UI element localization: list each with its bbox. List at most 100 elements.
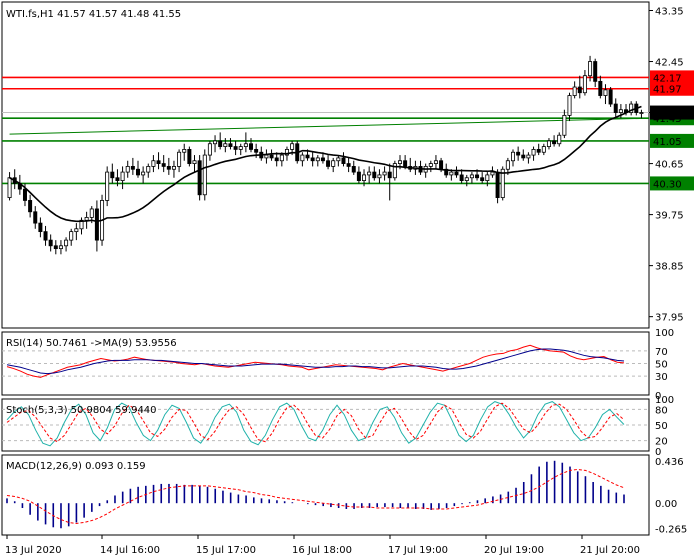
candle-body [516,151,521,156]
candle-body [495,171,500,199]
candle-body [464,177,469,181]
panel-frame-price [1,1,650,329]
candle-body [315,157,320,162]
candle-body [351,166,356,173]
candle-body [207,143,212,156]
rsi-tick-label: 70 [655,347,668,358]
candle-body [459,174,464,181]
candle-body [341,157,346,164]
price-title: WTI.fs,H1 41.57 41.57 41.48 41.55 [6,9,181,20]
x-tick-label: 14 Jul 16:00 [100,545,160,556]
rsi-title: RSI(14) 50.7461 ->MA(9) 53.9556 [6,338,177,349]
candle-body [392,163,397,179]
candle-body [403,160,408,167]
current-price-label: 41.55 [653,109,682,120]
x-tick-label: 16 Jul 18:00 [292,545,352,556]
stoch-tick-label: 50 [655,421,668,432]
candle-body [387,171,392,179]
candle-body [336,157,341,162]
candle-body [531,149,536,156]
stoch-tick-label: 100 [655,395,674,406]
candle-body [613,103,618,113]
candle-body [526,154,531,159]
level-label-box-40.30 [650,176,694,191]
candle-body [105,171,110,201]
candle-body [156,160,161,164]
candle-body [300,154,305,162]
candle-body [505,160,510,170]
candle-body [187,149,192,164]
candle-body [582,75,587,94]
level-label-42.17: 42.17 [653,73,682,84]
candle-body [7,177,12,198]
candle-body [146,166,151,173]
candle-body [213,140,218,145]
candle-body [43,231,48,241]
candle-body [115,177,120,181]
candle-body [177,151,182,167]
candle-body [69,231,74,241]
price-tick-label: 39.75 [655,211,684,222]
candle-body [397,160,402,164]
candle-body [223,143,228,147]
candle-body [536,149,541,153]
candle-body [135,168,140,176]
candle-body [64,239,69,247]
candle-body [125,166,130,173]
candle-body [572,86,577,96]
candle-body [326,160,331,167]
candle-body [48,239,53,247]
candle-body [567,95,572,116]
x-tick-label: 17 Jul 19:00 [388,545,448,556]
rsi-tick-label: 100 [655,328,674,339]
candle-body [79,219,84,230]
candle-body [151,160,156,167]
candle-body [521,154,526,159]
candle-body [511,151,516,162]
level-label-40.30: 40.30 [653,179,682,190]
candle-body [469,174,474,179]
candle-body [346,163,351,167]
candle-body [629,103,634,113]
candle-body [362,174,367,181]
candle-body [166,166,171,170]
stoch-series-line [6,402,625,443]
candle-body [428,163,433,167]
rsi-series-line [6,344,625,378]
candle-body [279,154,284,162]
price-tick-label: 42.45 [655,58,684,69]
candle-body [274,157,279,162]
x-tick-label: 15 Jul 17:00 [196,545,256,556]
candle-body [541,146,546,153]
level-label-box-41.97 [650,81,694,96]
candle-body [120,171,125,181]
level-label-41.97: 41.97 [653,85,682,96]
candle-body [238,146,243,150]
candle-body [433,160,438,164]
candle-body [74,228,79,233]
candle-body [197,160,202,196]
candle-body [202,154,207,196]
candle-body [22,188,27,201]
candle-body [84,217,89,221]
candle-body [444,168,449,176]
candle-body [557,134,562,145]
candle-body [228,143,233,147]
candle-body [38,222,43,233]
candle-body [593,61,598,82]
level-label-box-41.05 [650,133,694,148]
panel-frame-macd [1,454,650,536]
candle-body [500,168,505,198]
macd-tick-label: 0.00 [655,499,677,510]
stoch-tick-label: 20 [655,437,668,448]
macd-title: MACD(12,26,9) 0.093 0.159 [6,461,146,472]
candle-body [588,61,593,77]
candle-body [33,211,38,224]
candle-body [305,154,310,159]
rsi-series-line [6,348,625,375]
candle-body [58,245,63,250]
macd-tick-label: 0.436 [655,457,684,468]
candle-body [89,208,94,218]
